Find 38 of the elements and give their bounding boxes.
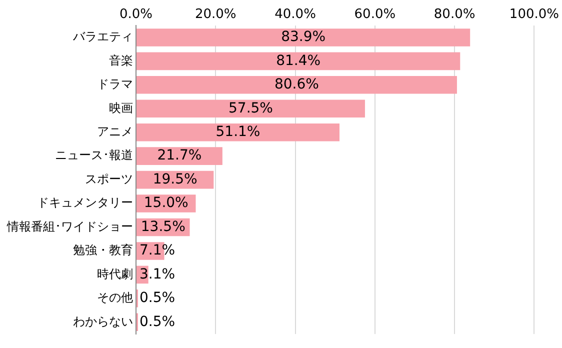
data-label: 57.5% [228,100,273,116]
data-label: 0.5% [140,314,176,330]
data-label: 3.1% [140,266,176,282]
y-tick-label: 勉強・教育 [73,243,133,258]
bar [136,76,457,94]
x-tick-label: 20.0% [194,7,236,22]
data-label: 81.4% [276,52,321,69]
data-label: 13.5% [140,218,186,235]
y-tick-label: ドキュメンタリー [37,196,133,210]
y-tick-label: その他 [97,290,133,305]
data-label: 80.6% [274,76,319,93]
x-tick-label: 40.0% [274,7,316,22]
y-tick-label: バラエティ [72,30,133,44]
data-label: 0.5% [140,290,176,306]
x-tick-label: 60.0% [354,7,396,22]
y-tick-label: 情報番組･ワイドショー [6,219,133,234]
data-label: 15.0% [144,195,188,212]
data-label: 51.1% [216,124,260,140]
bar [136,52,460,70]
y-tick-label: 映画 [109,100,133,115]
y-tick-label: わからない [73,314,133,328]
data-label: 83.9% [281,29,326,46]
data-label: 19.5% [152,171,198,188]
x-tick-label: 100.0% [509,7,560,22]
y-tick-label: ドラマ [97,77,133,92]
data-label: 21.7% [157,148,202,164]
bar [136,123,340,142]
y-tick-label: スポーツ [85,172,133,186]
bar [136,100,365,118]
bar [136,147,222,165]
bar [136,28,470,46]
data-label: 7.1% [140,242,176,259]
y-tick-label: ニュース･報道 [55,148,133,162]
y-tick-label: 音楽 [109,53,133,68]
y-tick-label: 時代劇 [97,266,133,281]
x-tick-label: 80.0% [434,7,476,22]
y-tick-label: アニメ [97,124,133,138]
x-tick-label: 0.0% [119,7,153,22]
